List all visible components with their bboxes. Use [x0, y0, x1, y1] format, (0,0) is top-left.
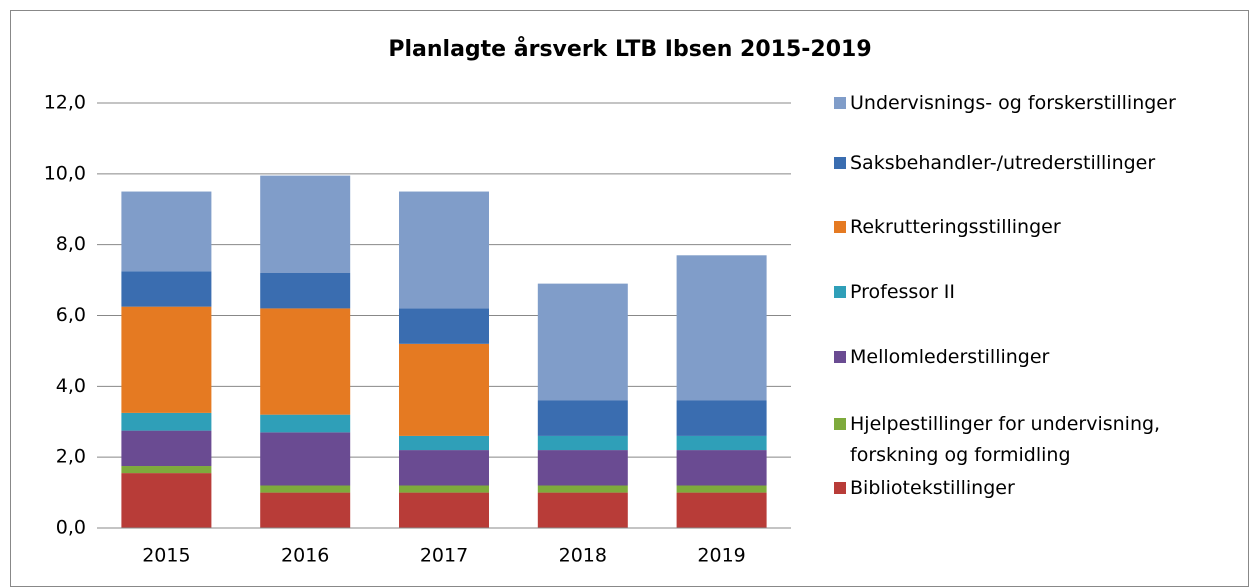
bar-segment	[121, 306, 212, 413]
legend-swatch	[834, 97, 846, 109]
legend-label: Saksbehandler-/utrederstillinger	[850, 152, 1156, 174]
bar-segment	[121, 466, 212, 474]
legend-label: Professor II	[850, 281, 956, 303]
bar-segment	[676, 450, 767, 486]
bar-segment	[537, 283, 628, 401]
bar-segment	[399, 343, 489, 436]
x-tick-label: 2015	[142, 545, 190, 567]
bar-segment	[399, 485, 489, 493]
legend-swatch	[834, 221, 846, 233]
bar-segment	[676, 400, 767, 436]
bar-segment	[537, 435, 628, 451]
chart-frame	[10, 10, 1249, 587]
bar-segment	[399, 191, 489, 309]
bar-segment	[121, 412, 212, 431]
y-tick-label: 8,0	[56, 233, 86, 255]
y-tick-label: 4,0	[56, 375, 86, 397]
legend-label: Rekrutteringsstillinger	[850, 216, 1061, 238]
bar-segment	[399, 308, 489, 344]
bar-segment	[676, 485, 767, 493]
x-tick-label: 2018	[559, 545, 607, 567]
bar-segment	[121, 191, 212, 272]
y-tick-label: 10,0	[44, 162, 86, 184]
y-tick-label: 12,0	[44, 92, 86, 114]
bar-segment	[537, 492, 628, 528]
bar-segment	[537, 400, 628, 436]
x-tick-label: 2016	[281, 545, 329, 567]
bar-segment	[537, 450, 628, 486]
legend-swatch	[834, 482, 846, 494]
legend-label: Mellomlederstillinger	[850, 346, 1050, 368]
legend-swatch	[834, 418, 846, 430]
legend-swatch	[834, 351, 846, 363]
bar-segment	[676, 255, 767, 401]
bar-segment	[121, 430, 212, 467]
bar-segment	[260, 492, 351, 528]
bar-segment	[399, 450, 489, 486]
x-tick-label: 2019	[697, 545, 745, 567]
bar-segment	[260, 308, 351, 415]
y-tick-label: 6,0	[56, 304, 86, 326]
bar-segment	[121, 271, 212, 307]
bar-segment	[676, 492, 767, 528]
bar-segment	[260, 273, 351, 309]
bar-segment	[260, 414, 351, 433]
y-tick-label: 0,0	[56, 517, 86, 539]
legend-swatch	[834, 286, 846, 298]
bar-segment	[121, 473, 212, 528]
bar-segment	[260, 432, 351, 486]
bar-segment	[676, 435, 767, 451]
bar-segment	[399, 435, 489, 451]
legend-label: Hjelpestillinger for undervisning, forsk…	[850, 413, 1161, 466]
bar-segment	[260, 485, 351, 493]
legend-swatch	[834, 157, 846, 169]
bar-segment	[537, 485, 628, 493]
bar-segment	[260, 175, 351, 273]
bar-segment	[399, 492, 489, 528]
legend-label: Undervisnings- og forskerstillinger	[850, 92, 1176, 114]
chart-title: Planlagte årsverk LTB Ibsen 2015-2019	[388, 36, 871, 62]
x-tick-label: 2017	[420, 545, 468, 567]
legend-label: Bibliotekstillinger	[850, 477, 1015, 499]
y-tick-label: 2,0	[56, 446, 86, 468]
